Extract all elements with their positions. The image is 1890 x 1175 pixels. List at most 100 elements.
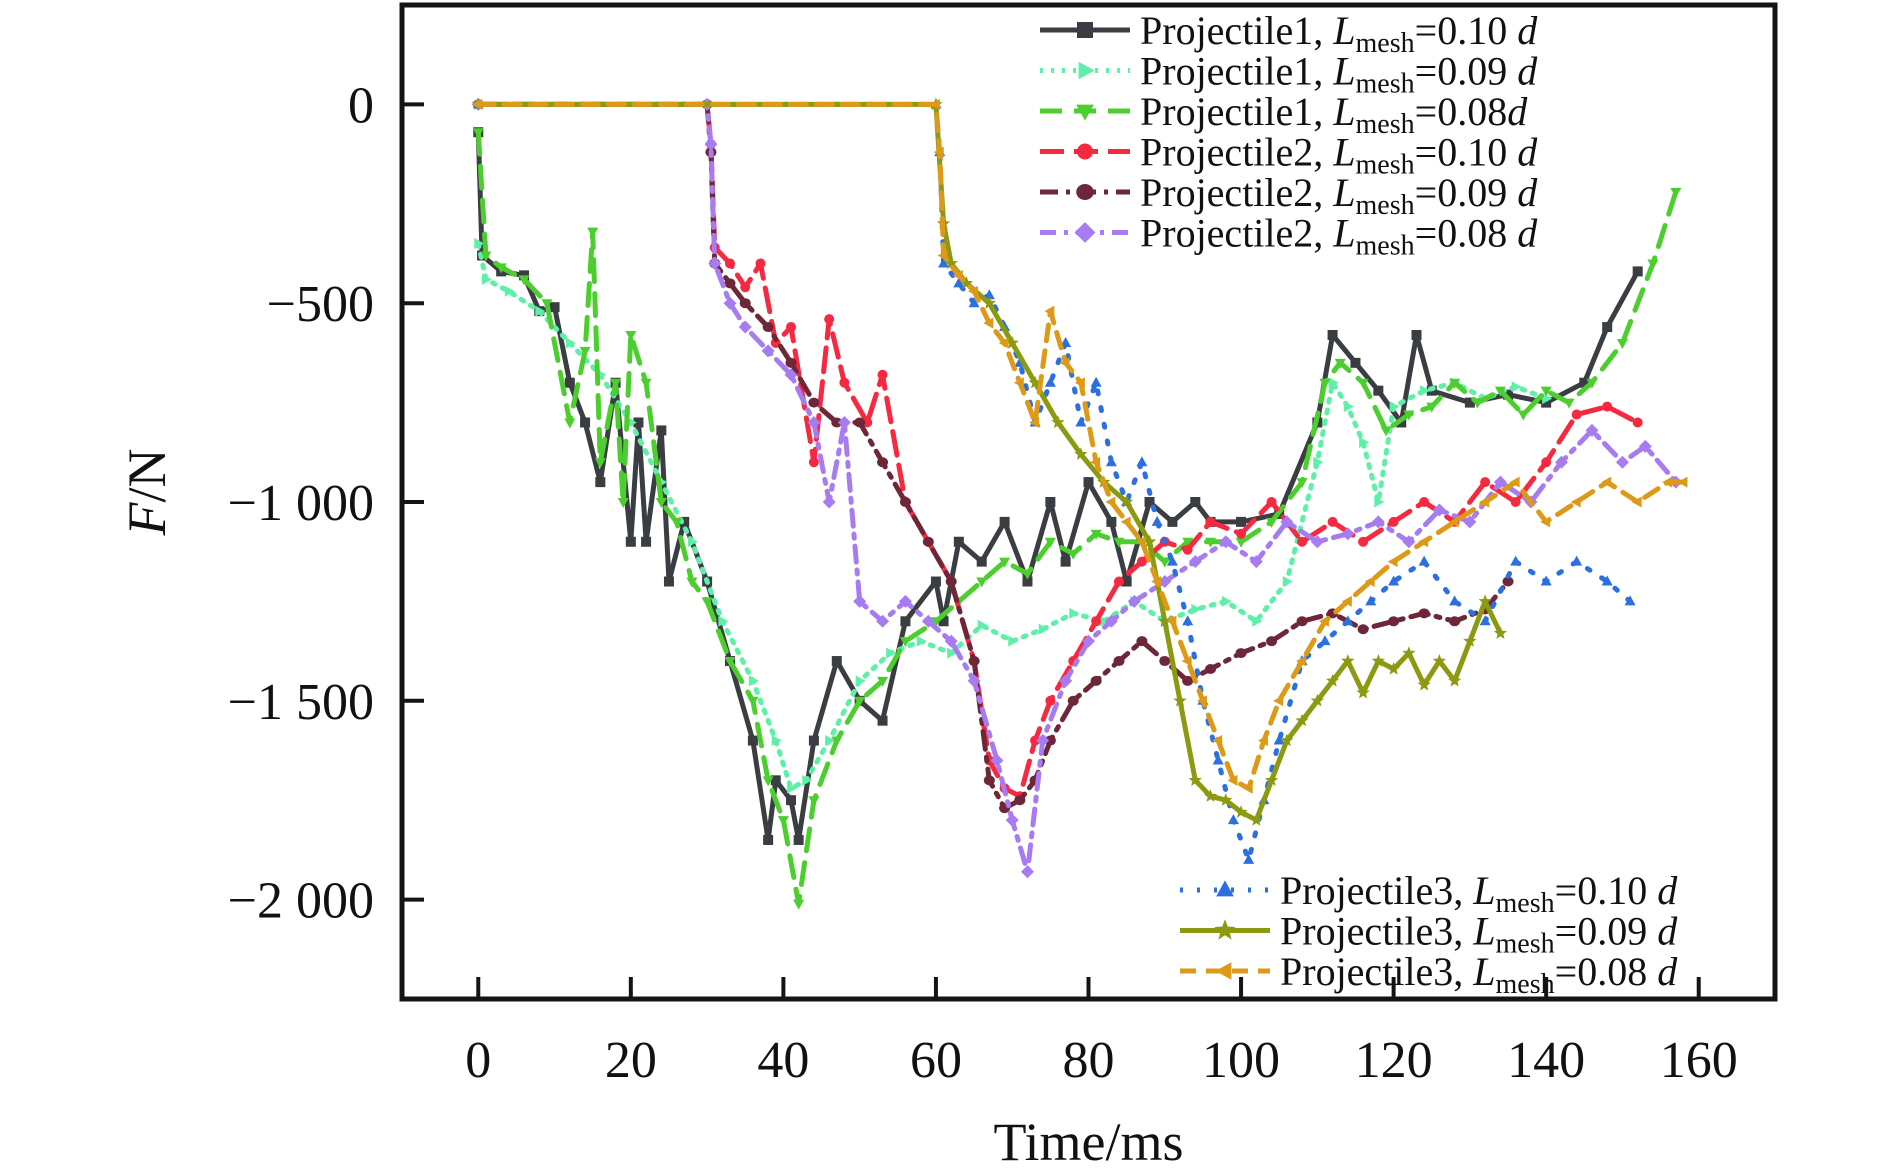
data-point bbox=[1227, 814, 1239, 825]
data-point bbox=[1113, 537, 1125, 548]
data-point bbox=[1020, 865, 1034, 879]
legend-label-main: Projectile2, bbox=[1140, 211, 1333, 256]
legend-label-d: d bbox=[1657, 868, 1678, 913]
data-point bbox=[495, 263, 507, 274]
legend-entry: Projectile3, Lmesh=0.10 d bbox=[1180, 868, 1678, 919]
data-point bbox=[1008, 635, 1019, 647]
data-point bbox=[763, 834, 774, 845]
data-point bbox=[1182, 675, 1194, 686]
data-point bbox=[1517, 410, 1529, 421]
data-point bbox=[898, 594, 912, 608]
data-point bbox=[655, 498, 667, 508]
data-point bbox=[1282, 576, 1293, 588]
data-point bbox=[1602, 401, 1613, 412]
data-point bbox=[1059, 674, 1073, 688]
y-axis-title: F/N bbox=[117, 449, 177, 537]
legend-label-main: Projectile2, bbox=[1140, 130, 1333, 175]
data-point bbox=[968, 656, 980, 667]
legend-entry: Projectile1, Lmesh=0.08d bbox=[1040, 89, 1528, 140]
data-point bbox=[1541, 397, 1552, 408]
data-point bbox=[1296, 655, 1307, 667]
data-point bbox=[1036, 734, 1050, 748]
legend-label-L: L bbox=[1332, 170, 1355, 215]
data-point bbox=[1029, 416, 1040, 428]
data-point bbox=[1091, 616, 1102, 627]
data-point bbox=[1264, 773, 1279, 786]
data-point bbox=[579, 346, 591, 357]
data-point bbox=[1212, 754, 1224, 765]
x-tick-label: 20 bbox=[605, 1032, 657, 1089]
data-point bbox=[793, 834, 804, 845]
data-point bbox=[1044, 376, 1056, 387]
data-point bbox=[1221, 595, 1232, 607]
legend-label-value: =0.10 bbox=[1555, 868, 1658, 913]
y-tick-label: −1 000 bbox=[228, 475, 374, 532]
data-point bbox=[1540, 575, 1552, 586]
data-point bbox=[831, 656, 842, 667]
data-point bbox=[580, 417, 591, 428]
data-point bbox=[1120, 495, 1134, 508]
data-point bbox=[549, 302, 560, 313]
legend-label-value: =0.09 bbox=[1555, 909, 1658, 954]
data-point bbox=[1426, 402, 1438, 413]
data-point bbox=[1403, 410, 1415, 421]
legend-label: Projectile3, Lmesh=0.08 d bbox=[1280, 949, 1678, 1000]
data-point bbox=[831, 417, 843, 428]
legend-entry: Projectile1, Lmesh=0.09 d bbox=[1040, 49, 1538, 100]
data-point bbox=[976, 577, 988, 588]
legend-label-main: Projectile1, bbox=[1140, 49, 1333, 94]
data-point bbox=[1203, 789, 1218, 802]
data-point bbox=[853, 594, 867, 608]
data-point bbox=[1212, 735, 1223, 747]
data-point bbox=[1601, 575, 1613, 586]
data-point bbox=[1364, 576, 1375, 588]
data-point bbox=[983, 317, 994, 329]
legend-marker bbox=[1216, 880, 1234, 897]
data-point bbox=[1028, 375, 1042, 389]
data-point bbox=[1579, 377, 1590, 388]
data-point bbox=[1266, 497, 1277, 507]
data-point bbox=[701, 597, 713, 608]
data-point bbox=[472, 128, 484, 139]
legend-entry: Projectile2, Lmesh=0.09 d bbox=[1040, 170, 1538, 221]
data-point bbox=[1624, 595, 1636, 606]
data-point bbox=[1060, 336, 1072, 347]
legend-label-sub: mesh bbox=[1496, 888, 1555, 919]
x-tick-label: 140 bbox=[1507, 1032, 1585, 1089]
legend-label-main: Projectile3, bbox=[1280, 909, 1473, 954]
data-point bbox=[708, 256, 722, 270]
legend-marker bbox=[1076, 104, 1094, 121]
data-point bbox=[1166, 555, 1178, 566]
data-point bbox=[1432, 654, 1446, 667]
data-point bbox=[1464, 397, 1475, 408]
data-point bbox=[1105, 456, 1117, 467]
data-point bbox=[930, 576, 941, 587]
legend-marker bbox=[1078, 61, 1095, 80]
legend-entry: Projectile3, Lmesh=0.08 d bbox=[1180, 949, 1678, 1000]
data-point bbox=[1181, 655, 1192, 667]
data-point bbox=[625, 331, 637, 342]
legend-label-d: d bbox=[1657, 949, 1678, 994]
data-point bbox=[1014, 795, 1026, 806]
data-point bbox=[1502, 576, 1514, 587]
data-point bbox=[1045, 695, 1056, 706]
series-line bbox=[475, 241, 1549, 791]
data-point bbox=[1616, 338, 1628, 349]
data-point bbox=[876, 614, 890, 628]
series-2 bbox=[474, 238, 1553, 794]
data-point bbox=[977, 619, 988, 631]
y-tick-label: −2 000 bbox=[228, 873, 374, 930]
data-point bbox=[1075, 416, 1087, 427]
legend-label-d: d bbox=[1517, 8, 1538, 53]
data-point bbox=[1419, 497, 1430, 507]
data-point bbox=[1342, 615, 1354, 626]
legend-label-value: =0.10 bbox=[1415, 8, 1518, 53]
data-point bbox=[1074, 377, 1085, 389]
data-point bbox=[787, 782, 798, 794]
legend-label-L: L bbox=[1332, 130, 1355, 175]
legend-label-value: =0.08 bbox=[1415, 211, 1518, 256]
data-point bbox=[854, 417, 866, 428]
data-point bbox=[1503, 389, 1514, 400]
data-point bbox=[825, 735, 836, 747]
data-point bbox=[1602, 322, 1613, 333]
